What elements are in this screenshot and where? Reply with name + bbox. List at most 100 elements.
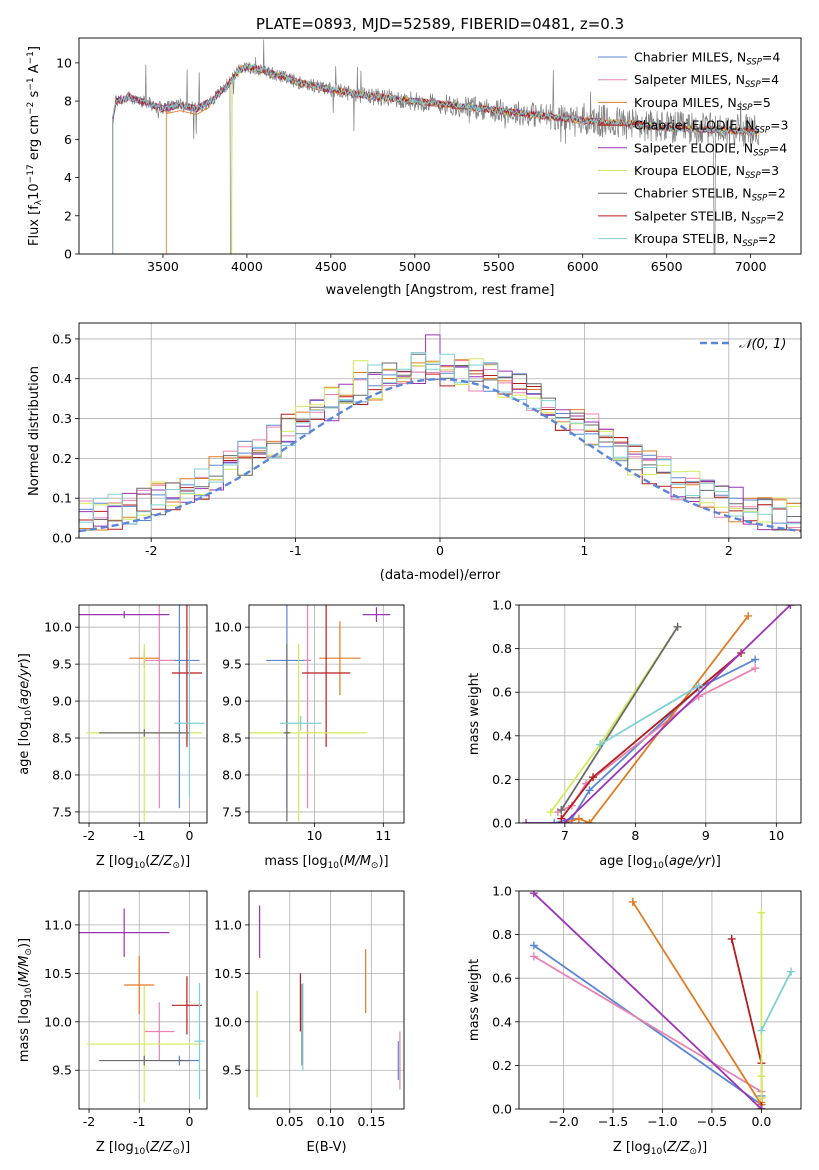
x-tick-label: −0.5 [697, 1114, 727, 1129]
weight-marker [557, 814, 566, 823]
x-tick-label: 5500 [483, 259, 515, 274]
panel-age-vs-z: -2 -1 0 7.5 8.0 8.5 9.0 9.5 10.0 Z [log10(Z/Z⊙)] a… [17, 604, 208, 871]
plot-area [79, 605, 205, 822]
x-tick-label: 6500 [651, 259, 683, 274]
residual-hist-7 [79, 352, 801, 525]
errorbar-point-1 [144, 605, 175, 809]
y-tick-label: 0.0 [52, 531, 72, 546]
plot-area [256, 905, 401, 1098]
x-tick-label: -1 [289, 543, 301, 558]
errorbar-point-7 [280, 715, 322, 731]
y-tick-label: 9.5 [222, 1063, 242, 1078]
errorbar-point-7 [174, 649, 205, 798]
x-tick-label: 9 [702, 828, 710, 843]
model-spectrum-3 [112, 64, 759, 254]
legend-label: Chabrier STELIB, NSSP=2 [634, 186, 786, 204]
weight-marker [628, 897, 637, 906]
y-tick-label: 0.2 [52, 451, 72, 466]
axes-frame [78, 604, 208, 824]
y-tick-label: 10.5 [214, 966, 242, 981]
x-axis-label: E(B-V) [306, 1140, 346, 1155]
axes-frame [78, 37, 802, 255]
x-tick-label: 4500 [315, 259, 347, 274]
x-tick-label: 0 [185, 828, 193, 843]
weight-marker [560, 819, 569, 823]
errorbar-point-3 [171, 976, 202, 1035]
errorbar-point-1 [304, 605, 311, 809]
x-tick-label: 0.10 [317, 1114, 345, 1129]
legend-label: Chabrier MILES, NSSP=4 [634, 50, 780, 68]
plot-area [79, 334, 801, 533]
weight-marker [529, 952, 538, 961]
x-tick-label: 0.05 [276, 1114, 304, 1129]
y-tick-label: 10.0 [214, 620, 242, 635]
x-tick-label: 1 [580, 543, 588, 558]
weight-marker [694, 681, 703, 690]
x-tick-label: -2 [83, 828, 95, 843]
weight-line-6 [560, 626, 679, 811]
y-tick-label: 10.0 [214, 1014, 242, 1029]
y-tick-label: 8.5 [52, 731, 72, 746]
y-tick-label: 8 [64, 94, 72, 109]
legend-label: Salpeter ELODIE, NSSP=4 [634, 140, 787, 158]
y-tick-label: 0.6 [492, 971, 512, 986]
normal-curve [79, 378, 801, 533]
x-axis-label: wavelength [Angstrom, rest frame] [326, 283, 555, 298]
panel-spectrum: 3500 4000 4500 5000 5500 6000 6500 7000 0 2 4 6 8 10 w… [26, 37, 802, 298]
legend-label: Kroupa MILES, NSSP=5 [634, 95, 771, 113]
y-tick-label: 8.0 [222, 767, 242, 782]
weight-marker [757, 1072, 766, 1081]
x-tick-label: −1.5 [598, 1114, 628, 1129]
y-tick-label: 2 [64, 208, 72, 223]
axes-frame [518, 604, 802, 824]
weight-marker [596, 740, 605, 749]
y-tick-label: 0.3 [52, 411, 72, 426]
x-tick-label: 7 [561, 828, 569, 843]
weight-marker [574, 814, 583, 823]
weight-line-7 [599, 684, 700, 746]
x-axis-label: Z [log10(Z/Z⊙)] [613, 1140, 707, 1157]
weight-line-5 [549, 626, 679, 813]
x-tick-label: 8 [631, 828, 639, 843]
weight-marker [673, 622, 682, 631]
y-tick-label: 10.0 [44, 1014, 72, 1029]
weight-marker [757, 908, 766, 917]
legend-label: 𝒩(0, 1) [739, 337, 786, 352]
weight-marker [522, 819, 531, 823]
x-tick-label: 10 [306, 828, 322, 843]
y-tick-label: 11.0 [214, 917, 242, 932]
x-axis-label: age [log10(age/yr)] [599, 854, 721, 871]
weight-marker [550, 819, 559, 823]
axes-frame [518, 890, 802, 1110]
legend-label: Kroupa STELIB, NSSP=2 [634, 231, 776, 249]
plot-area [79, 908, 205, 1103]
model-spectrum-1 [112, 63, 759, 254]
weight-marker [757, 1026, 766, 1035]
x-axis-label: Z [log10(Z/Z⊙)] [96, 854, 190, 871]
x-tick-label: −1.0 [647, 1114, 677, 1129]
y-tick-label: 0.0 [492, 816, 512, 831]
x-tick-label: 4000 [231, 259, 263, 274]
y-tick-label: 0.8 [492, 641, 512, 656]
x-tick-label: 10 [768, 828, 784, 843]
legend-label: Kroupa ELODIE, NSSP=3 [634, 163, 779, 181]
weight-line-4 [533, 892, 763, 1109]
panel-residual-histogram: -2 -1 0 1 2 0.0 0.1 0.2 0.3 0.4 0.5 𝒩(0, 1) (data-mo… [27, 322, 802, 583]
x-tick-label: 5000 [399, 259, 431, 274]
y-tick-label: 0.4 [492, 1014, 512, 1029]
weight-line-0 [533, 944, 763, 1107]
x-tick-label: 7000 [735, 259, 767, 274]
plot-area [112, 39, 760, 254]
errorbar-point-4 [362, 607, 391, 622]
y-tick-label: 10.5 [44, 966, 72, 981]
x-tick-label: -1 [133, 828, 145, 843]
x-tick-label: 6000 [567, 259, 599, 274]
x-tick-label: 0 [436, 543, 444, 558]
panel-mass-weight-vs-z: −2.0 −1.5 −1.0 −0.5 0.0 0.0 0.2 0.4 0.6 0.8 1.0 Z [… [467, 884, 802, 1157]
y-tick-label: 0 [64, 247, 72, 262]
axes-frame [78, 890, 208, 1110]
weight-marker [557, 805, 566, 814]
y-tick-label: 9.0 [222, 694, 242, 709]
legend-label: Salpeter STELIB, NSSP=2 [634, 208, 784, 226]
weight-marker [786, 605, 795, 609]
